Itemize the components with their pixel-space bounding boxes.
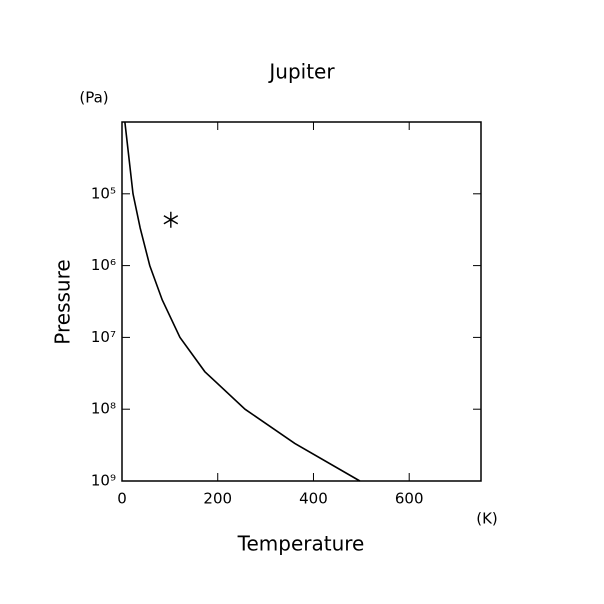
x-unit: (K): [476, 510, 498, 528]
x-axis-label: Temperature: [237, 532, 365, 556]
plot-frame: [121, 121, 482, 482]
y-axis-label: Pressure: [51, 259, 75, 344]
chart-title: Jupiter: [267, 60, 335, 84]
y-tick-label: 10⁸: [91, 400, 116, 418]
x-tick-label: 400: [299, 490, 328, 508]
x-tick-label: 200: [203, 490, 232, 508]
y-tick-label: 10⁷: [91, 328, 116, 346]
y-tick-label: 10⁶: [91, 256, 116, 274]
asterisk-marker: [163, 211, 179, 228]
y-tick-label: 10⁹: [91, 472, 116, 490]
curve: [124, 121, 361, 482]
y-unit: (Pa): [79, 89, 108, 107]
x-tick-label: 0: [117, 490, 127, 508]
y-tick-label: 10⁵: [91, 184, 116, 202]
x-tick-label: 600: [395, 490, 424, 508]
